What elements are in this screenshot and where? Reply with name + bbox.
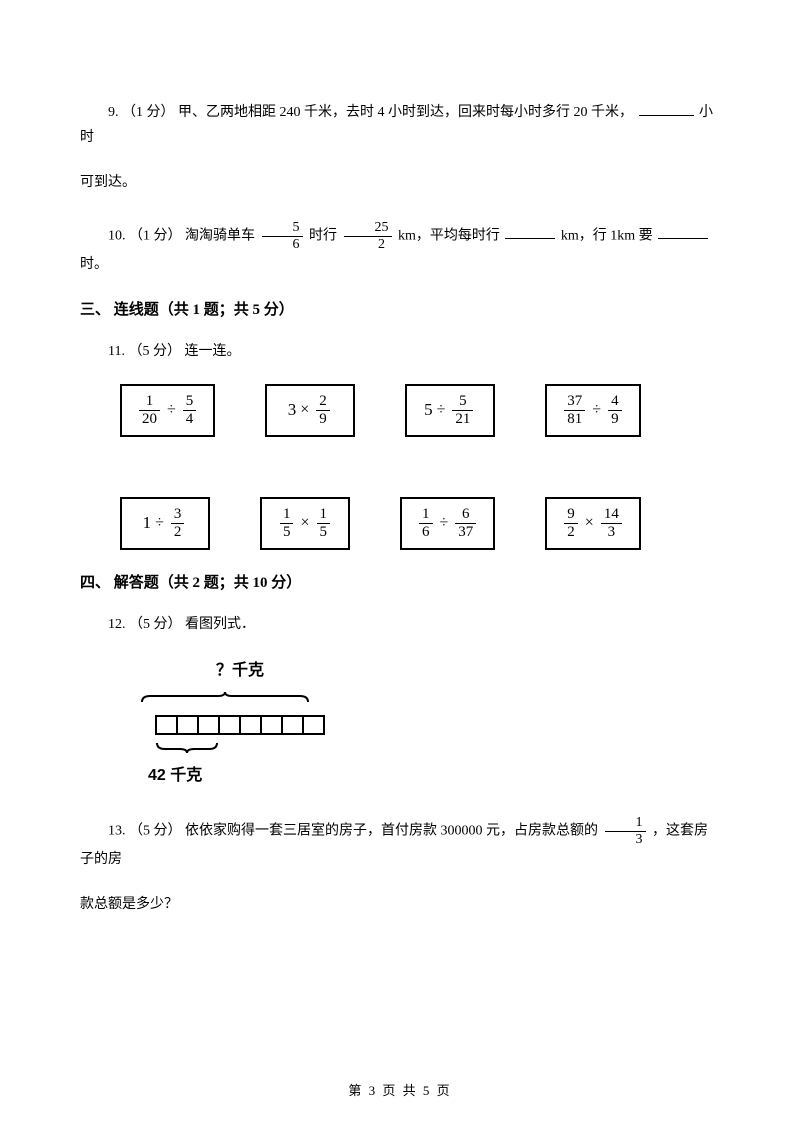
math-box: 3 × 29 (265, 384, 355, 437)
q10-text-a: 淘淘骑单车 (185, 228, 255, 243)
q13-text-a: 依依家购得一套三居室的房子，首付房款 300000 元，占房款总额的 (185, 824, 602, 839)
q11-points: （5 分） (128, 344, 181, 359)
math-box: 5 ÷ 521 (405, 384, 495, 437)
fraction: 29 (316, 394, 330, 427)
fraction: 143 (601, 507, 622, 540)
q10-blank1[interactable] (505, 225, 555, 239)
q10-frac1: 5 6 (262, 221, 303, 252)
math-box: 120 ÷ 54 (120, 384, 215, 437)
q12-bottom-label: 42 千克 (148, 762, 340, 791)
tape-segment (157, 717, 178, 733)
question-12: 12. （5 分） 看图列式． (80, 612, 720, 637)
q12-points: （5 分） (129, 617, 182, 632)
tape-segment (178, 717, 199, 733)
question-9-cont: 可到达。 (80, 170, 720, 195)
tape-segment (199, 717, 220, 733)
q11-row1: 120 ÷ 54 3 × 29 5 ÷ 521 3781 ÷ 49 (120, 384, 720, 437)
fraction: 521 (452, 394, 473, 427)
q11-text: 连一连。 (184, 344, 240, 359)
fraction: 15 (317, 507, 331, 540)
q10-frac2: 25 2 (344, 221, 392, 252)
q10-text-c: km，平均每时行 (398, 228, 500, 243)
tape-segment (283, 717, 304, 733)
q12-tape (155, 715, 325, 735)
tape-segment (220, 717, 241, 733)
question-13: 13. （5 分） 依依家购得一套三居室的房子，首付房款 300000 元，占房… (80, 816, 720, 872)
q11-num: 11. (108, 344, 125, 359)
q9-text-c: 可到达。 (80, 175, 136, 190)
q9-text-a: 甲、乙两地相距 240 千米，去时 4 小时到达，回来时每小时多行 20 千米， (178, 105, 633, 120)
q10-text-e: 时。 (80, 257, 108, 272)
fraction: 3781 (564, 394, 585, 427)
math-box: 92 × 143 (545, 497, 641, 550)
math-box: 15 × 15 (260, 497, 350, 550)
q10-num: 10. (108, 228, 126, 243)
math-box: 3781 ÷ 49 (545, 384, 640, 437)
section-4-title: 四、 解答题（共 2 题；共 10 分） (80, 570, 720, 597)
q13-frac: 1 3 (605, 816, 646, 847)
q12-text: 看图列式． (185, 617, 255, 632)
fraction: 92 (564, 507, 578, 540)
question-10: 10. （1 分） 淘淘骑单车 5 6 时行 25 2 km，平均每时行 km，… (80, 221, 720, 277)
q10-points: （1 分） (129, 228, 182, 243)
tape-segment (304, 717, 323, 733)
fraction: 16 (419, 507, 433, 540)
page-footer: 第 3 页 共 5 页 (0, 1079, 800, 1102)
q9-blank[interactable] (639, 102, 694, 116)
fraction: 54 (183, 394, 197, 427)
question-11: 11. （5 分） 连一连。 (80, 339, 720, 364)
q13-points: （5 分） (129, 824, 182, 839)
q10-text-d: km，行 1km 要 (561, 228, 653, 243)
q11-row2: 1 ÷ 32 15 × 15 16 ÷ 637 92 × 143 (120, 497, 720, 550)
q9-num: 9. (108, 105, 119, 120)
fraction: 637 (455, 507, 476, 540)
brace-top-icon (140, 692, 310, 704)
q13-text-c: 款总额是多少？ (80, 897, 178, 912)
q12-num: 12. (108, 617, 126, 632)
tape-segment (241, 717, 262, 733)
brace-bottom-icon (155, 741, 219, 753)
q9-points: （1 分） (122, 105, 175, 120)
math-box: 1 ÷ 32 (120, 497, 210, 550)
question-13-cont: 款总额是多少？ (80, 892, 720, 917)
question-9: 9. （1 分） 甲、乙两地相距 240 千米，去时 4 小时到达，回来时每小时… (80, 100, 720, 150)
q13-num: 13. (108, 824, 126, 839)
math-box: 16 ÷ 637 (400, 497, 495, 550)
q12-diagram: ？千克 42 千克 (140, 657, 340, 791)
section-3-title: 三、 连线题（共 1 题；共 5 分） (80, 297, 720, 324)
q10-blank2[interactable] (658, 225, 708, 239)
q12-top-label: ？千克 (140, 657, 340, 686)
fraction: 32 (171, 507, 185, 540)
tape-segment (262, 717, 283, 733)
fraction: 15 (280, 507, 294, 540)
q10-text-b: 时行 (309, 228, 341, 243)
fraction: 120 (139, 394, 160, 427)
fraction: 49 (608, 394, 622, 427)
